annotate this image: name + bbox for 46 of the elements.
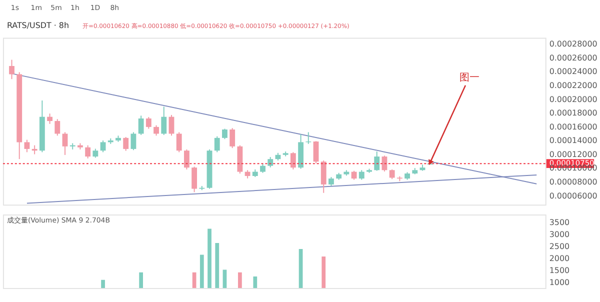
candlestick [313,140,319,164]
annotation: 图一 [459,72,480,84]
candlestick [154,124,159,136]
candlestick [222,128,228,140]
candlestick [389,168,395,180]
y-tick-label: 3500 [549,218,570,227]
candlestick [184,148,190,170]
candlestick [176,132,182,153]
candlestick [374,151,380,172]
y-tick-label: 0.00028000 [549,40,598,49]
y-tick-label: 0.00012000 [549,150,598,159]
y-tick-label: 1000 [549,278,570,288]
candlestick [358,170,364,180]
y-tick-label: 0.00020000 [549,94,598,104]
candlestick [100,140,106,153]
y-tick-label: 1500 [549,266,570,276]
candlestick [9,59,14,80]
chart-title: RATS/USDT · 8h [6,20,69,30]
y-tick-label: 0.00024000 [549,67,598,76]
y-tick-label: 3000 [549,230,570,240]
candlestick [230,128,236,149]
candlestick [54,118,60,136]
candlestick [47,113,52,124]
y-tick-label: 0.00016000 [549,122,598,132]
candlestick [192,166,198,193]
y-tick-label: 0.00006000 [549,191,598,200]
y-tick-label: 2000 [549,254,570,264]
candlestick [130,132,136,151]
candlestick [85,144,91,159]
y-tick-label: 0.00008000 [549,178,598,187]
candlestick [214,136,220,153]
candlestick [138,115,144,136]
candlestick [161,106,167,136]
y-tick-label: 0.00026000 [549,53,598,62]
y-tick-label: 0.00018000 [549,108,598,118]
candlestick [290,152,296,170]
candlestick [123,136,129,152]
candlestick [268,156,274,168]
y-tick-label: 2500 [549,242,570,252]
candlestick [168,114,174,136]
candlestick [62,132,68,156]
y-tick-label: 0.00022000 [549,80,598,90]
candlestick [320,160,326,194]
candlestick [146,116,152,130]
y-tick-label: 0.00014000 [549,136,598,146]
candlestick [24,139,30,153]
